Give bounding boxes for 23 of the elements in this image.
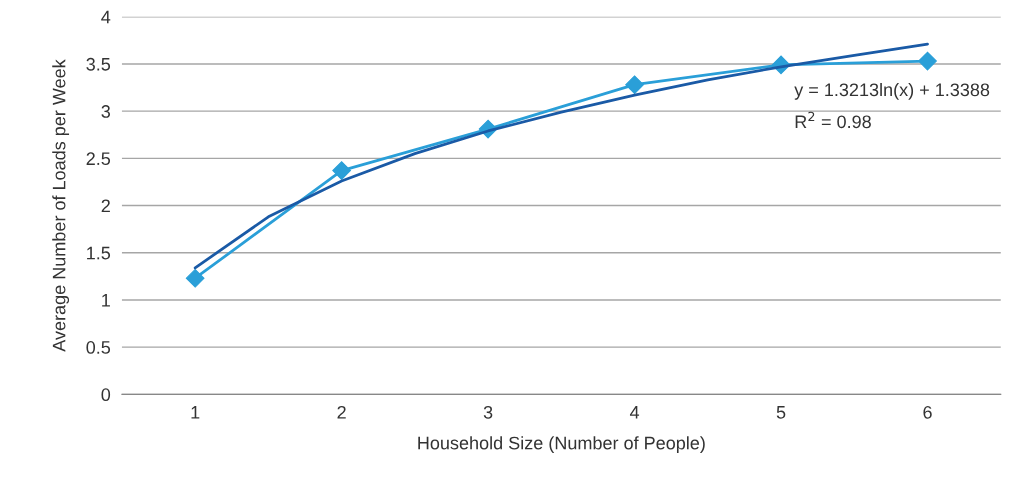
x-tick-label: 6 — [923, 405, 932, 419]
x-tick-label: 2 — [337, 405, 346, 419]
y-tick-label: 4 — [101, 10, 111, 24]
point — [332, 161, 351, 180]
y-tick-label: 0 — [101, 388, 111, 402]
y-tick-label: 3 — [101, 105, 111, 118]
point — [918, 51, 937, 71]
y-tick-label: 1.5 — [87, 246, 111, 260]
point — [625, 75, 644, 95]
annotation: y = 1.3213ln(x) + 1.3388 — [794, 82, 990, 100]
point — [185, 268, 205, 288]
y-tick-label: 0.5 — [86, 341, 111, 354]
y-tick-label: 2.5 — [86, 152, 111, 166]
annotation: R$^{2}$ = 0.98 — [795, 111, 871, 129]
y-axis-title: Average Number of Loads per Week — [52, 59, 70, 352]
y-tick-label: 3.5 — [86, 57, 111, 71]
y-tick-label: 1 — [102, 294, 110, 307]
y-tick-label: 2 — [101, 199, 110, 213]
x-axis-title: Household Size (Number of People) — [418, 436, 705, 454]
x-tick-label: 1 — [191, 406, 200, 419]
x-tick-label: 3 — [483, 405, 493, 419]
x-tick-label: 4 — [629, 406, 640, 419]
x-tick-label: 5 — [776, 406, 786, 419]
